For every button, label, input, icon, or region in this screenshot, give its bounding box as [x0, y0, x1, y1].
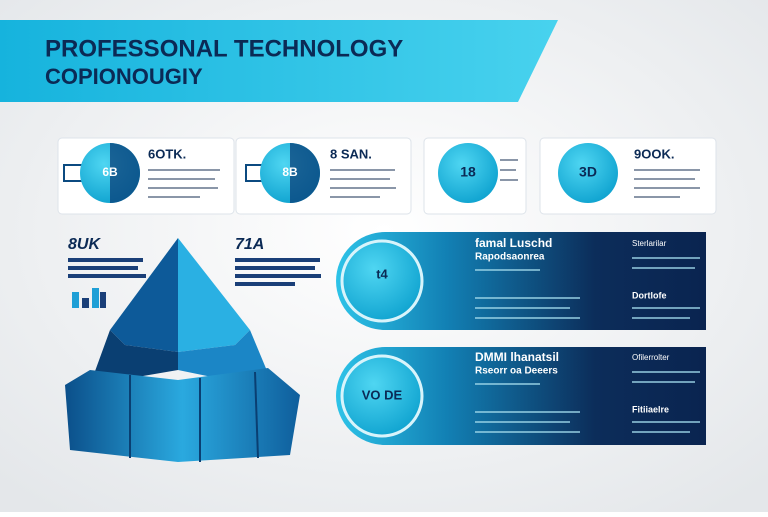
panel-side: Fitiiaelre — [632, 404, 669, 414]
card: 8B 8 SAN. — [235, 137, 412, 215]
panel-heading: DMMI lhanatsil — [475, 350, 559, 364]
banner — [0, 20, 558, 102]
panel: t4 famal Luschd Rapodsaonrea Sterlarilar… — [336, 232, 706, 330]
panel-subheading: Rapodsaonrea — [475, 252, 545, 263]
card: 6B 6OTK. — [57, 137, 235, 215]
pyramid — [65, 238, 300, 462]
card-heading: 6OTK. — [148, 146, 186, 161]
card: 3D 9OOK. — [539, 137, 717, 215]
bar-lines — [68, 258, 146, 308]
panel-badge: VO DE — [362, 387, 403, 402]
card-heading: 9OOK. — [634, 146, 674, 161]
subtitle: COPIONOUGIY — [45, 64, 203, 89]
card-heading: 8 SAN. — [330, 146, 372, 161]
card-circle — [558, 143, 618, 203]
card-half — [110, 143, 140, 203]
card-badge: 3D — [579, 164, 597, 180]
text-lines — [475, 257, 700, 319]
card-badge: 6B — [102, 165, 118, 179]
card-badge: 8B — [282, 165, 298, 179]
bar-lines — [235, 258, 321, 286]
panel-side: Sterlarilar — [632, 239, 667, 248]
text-lines — [148, 169, 220, 198]
panel-heading: famal Luschd — [475, 236, 552, 250]
panel-box — [336, 347, 706, 445]
card: 18 — [423, 137, 527, 215]
panel-box — [336, 232, 706, 330]
card-circle — [438, 143, 498, 203]
text-lines — [330, 169, 396, 198]
panel-side: Ofilerrolter — [632, 353, 670, 362]
text-lines — [634, 169, 700, 198]
text-lines — [500, 159, 518, 181]
card-badge: 18 — [460, 164, 476, 180]
stat-label: 8UK — [68, 236, 101, 253]
panel-circle — [340, 239, 424, 323]
panel-subheading: Rseorr oa Deeers — [475, 366, 558, 377]
title: PROFESSONAL TECHNOLOGY — [45, 35, 403, 62]
text-lines — [475, 371, 700, 433]
panel: VO DE DMMI lhanatsil Rseorr oa Deeers Of… — [336, 347, 706, 445]
stat-label: 71A — [235, 236, 264, 253]
panel-circle — [340, 354, 424, 438]
card-half — [290, 143, 320, 203]
panel-side: Dortlofe — [632, 290, 667, 300]
panel-badge: t4 — [376, 266, 388, 281]
